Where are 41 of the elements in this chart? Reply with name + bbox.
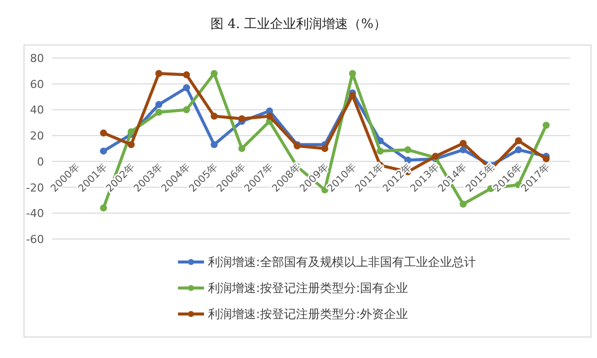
point <box>321 145 328 152</box>
y-tick-label: -60 <box>26 233 44 246</box>
y-tick-label: 60 <box>30 78 44 91</box>
y-tick-label: 40 <box>30 104 44 117</box>
point <box>155 101 162 108</box>
y-tick-label: 20 <box>30 130 44 143</box>
legend-label: 利润增速:按登记注册类型分:外资企业 <box>208 307 408 321</box>
point <box>404 146 412 154</box>
point <box>100 148 107 155</box>
point <box>542 122 550 129</box>
y-tick-label: 80 <box>30 52 44 65</box>
point <box>210 70 218 78</box>
y-tick-label: 0 <box>37 155 44 168</box>
legend-label: 利润增速:全部国有及规模以上非国有工业企业总计 <box>208 255 476 269</box>
point <box>515 146 522 154</box>
point <box>266 112 273 120</box>
legend-label: 利润增速:按登记注册类型分:国有企业 <box>208 281 408 295</box>
point <box>210 141 218 148</box>
chart-title: 图 4. 工业企业利润增速（%） <box>210 17 387 32</box>
point <box>376 148 384 155</box>
point <box>515 137 522 144</box>
point <box>349 70 356 78</box>
point <box>460 200 467 208</box>
point <box>183 106 190 114</box>
point <box>100 129 107 136</box>
point <box>542 155 550 162</box>
point <box>210 112 218 120</box>
y-tick-label: -20 <box>26 181 44 194</box>
point <box>183 84 190 92</box>
point <box>238 145 246 152</box>
point <box>128 141 135 148</box>
point <box>349 92 356 99</box>
point <box>183 71 190 78</box>
point <box>100 204 107 212</box>
y-tick-label: -40 <box>26 207 44 220</box>
point <box>155 70 162 78</box>
point <box>460 146 467 154</box>
point <box>155 108 162 116</box>
point <box>238 115 246 122</box>
point <box>128 128 135 136</box>
point <box>460 140 467 147</box>
